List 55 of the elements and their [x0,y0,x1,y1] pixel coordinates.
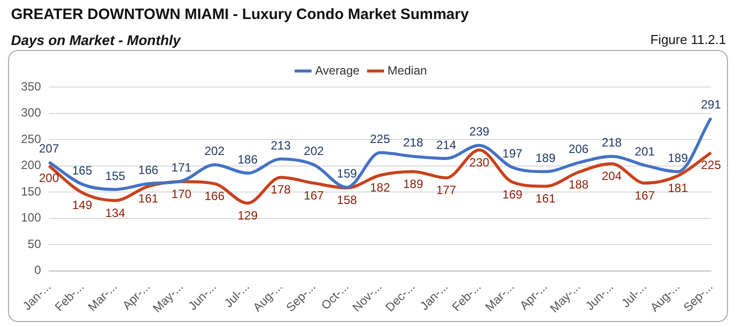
data-label: 202 [204,144,225,158]
data-label: 218 [403,136,424,150]
data-label: 165 [72,164,92,178]
chart-subtitle: Days on Market - Monthly [11,32,181,48]
data-label: 167 [304,188,324,202]
legend-label: Median [388,63,427,78]
data-label: 167 [634,188,656,202]
data-label: 207 [39,141,60,156]
data-label: 161 [138,192,159,206]
chart-title: GREATER DOWNTOWN MIAMI - Luxury Condo Market Summary [11,6,469,23]
data-label: 159 [336,166,358,181]
data-label: 169 [502,187,523,202]
data-label: 188 [568,177,589,192]
y-tick-label: 350 [20,79,42,94]
data-label: 171 [171,160,192,174]
data-label: 134 [105,206,126,220]
data-label: 161 [535,192,556,206]
data-label: 230 [469,155,490,170]
y-tick-label: 50 [28,236,42,251]
y-tick-label: 150 [20,184,42,198]
data-label: 291 [700,97,722,112]
data-label: 189 [403,176,424,191]
data-label: 149 [72,198,92,212]
data-label: 239 [469,124,490,139]
y-tick-label: 300 [20,106,42,120]
caption: Figure 11.2.1 [650,32,726,47]
data-label: 158 [336,193,358,208]
data-label: 166 [138,162,159,177]
data-label: 202 [304,144,324,158]
data-label: 201 [634,144,656,159]
data-label: 170 [171,186,192,201]
data-label: 200 [39,171,60,186]
data-label: 225 [370,132,390,146]
data-label: 225 [700,158,722,172]
data-label: 186 [238,152,258,166]
y-tick-label: 250 [20,132,42,146]
data-label: 204 [602,169,622,184]
legend-label: Average [315,63,360,78]
data-label: 206 [568,142,589,156]
data-label: 214 [436,138,457,152]
data-label: 218 [602,136,622,150]
y-tick-label: 100 [20,210,42,225]
data-label: 178 [270,182,292,197]
y-tick-label: 200 [20,158,42,172]
data-label: 129 [238,208,258,222]
data-label: 181 [668,181,688,196]
data-label: 166 [204,188,225,203]
data-label: 182 [370,180,390,195]
data-label: 213 [270,138,292,152]
data-label: 189 [668,150,688,165]
data-label: 155 [105,168,126,183]
data-label: 197 [502,146,523,161]
y-tick-label: 0 [34,263,42,278]
data-label: 177 [436,183,457,198]
data-label: 189 [535,150,556,165]
